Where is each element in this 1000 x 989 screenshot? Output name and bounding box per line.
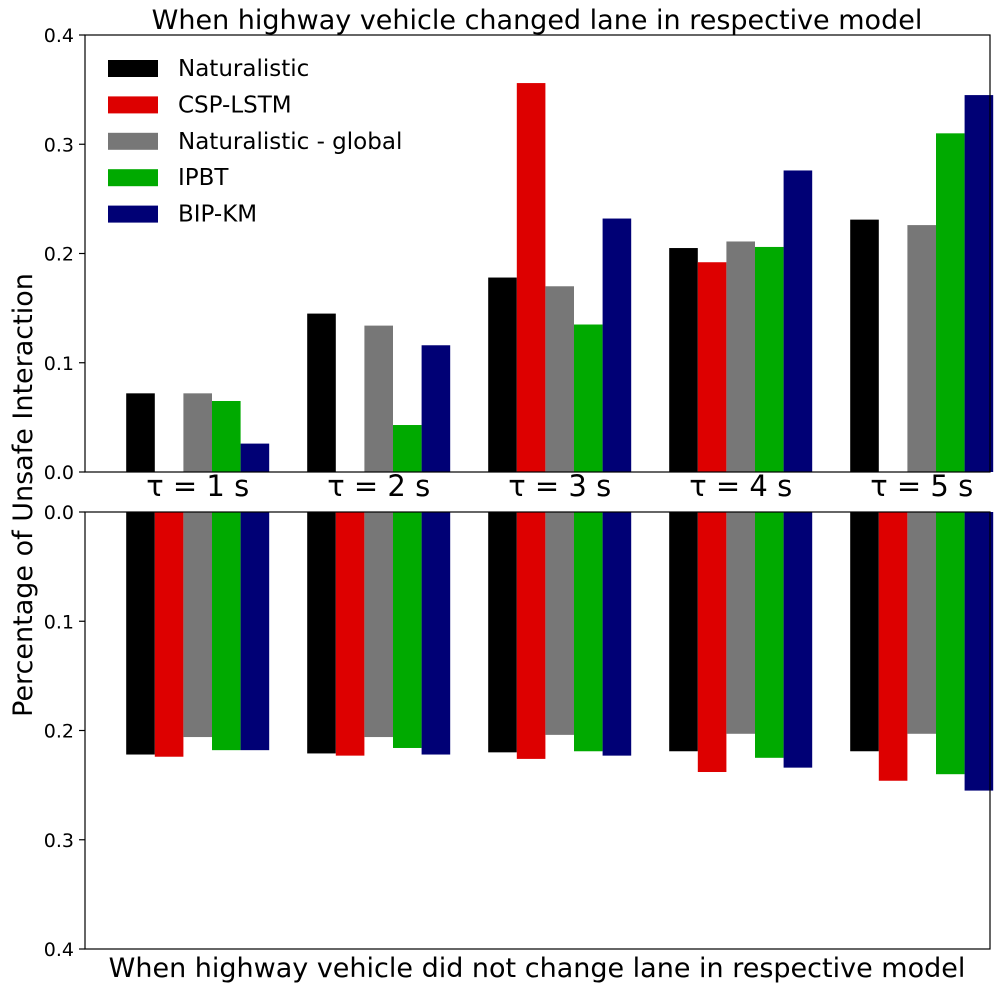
- bar-bottom-s4-c2: [602, 512, 632, 756]
- bar-bottom-s3-c2: [574, 512, 603, 752]
- legend-label-2: Naturalistic - global: [178, 129, 402, 155]
- y-tick-label-bottom-0: 0.0: [44, 502, 74, 524]
- bar-top-s4-c3: [783, 170, 813, 472]
- bar-bottom-s4-c1: [421, 512, 451, 755]
- y-tick-label-top-0: 0.0: [44, 462, 74, 484]
- y-tick-label-bottom-4: 0.4: [44, 939, 74, 961]
- bar-bottom-s2-c0: [183, 512, 212, 738]
- bar-top-s3-c4: [936, 133, 965, 472]
- bar-bottom-s0-c3: [669, 512, 698, 752]
- bar-bottom-s1-c4: [878, 512, 908, 781]
- bar-top-s0-c1: [307, 313, 336, 472]
- bar-bottom-s1-c2: [516, 512, 546, 759]
- bar-top-s3-c1: [393, 425, 422, 472]
- bar-top-s2-c2: [545, 286, 574, 472]
- plot-layer: 0.0 0.1 0.2 0.3 0.4 0.0 0.1 0.2 0.3 0.4 τ = 1 s τ =…: [44, 25, 994, 961]
- bar-bottom-s1-c0: [154, 512, 184, 757]
- y-tick-label-bottom-1: 0.1: [44, 611, 74, 633]
- legend-swatch-1: [108, 96, 158, 114]
- bar-bottom-s4-c3: [783, 512, 813, 768]
- legend-label-3: IPBT: [178, 165, 229, 191]
- bar-bottom-s2-c2: [545, 512, 574, 735]
- bar-bottom-s2-c4: [907, 512, 936, 734]
- bar-top-s4-c0: [240, 443, 270, 472]
- bar-top-s4-c4: [964, 95, 994, 472]
- legend-label-4: BIP-KM: [178, 202, 257, 228]
- category-label-3: τ = 4 s: [689, 469, 792, 503]
- legend-swatch-0: [108, 60, 158, 77]
- bar-top-s2-c0: [183, 393, 212, 472]
- bar-bottom-s0-c2: [488, 512, 517, 753]
- bar-top-s3-c3: [755, 246, 784, 472]
- bar-bottom-s2-c1: [364, 512, 393, 738]
- category-label-0: τ = 1 s: [146, 469, 249, 503]
- category-label-2: τ = 3 s: [508, 469, 611, 503]
- bar-bottom-s2-c3: [726, 512, 755, 734]
- y-tick-label-bottom-3: 0.3: [44, 830, 74, 852]
- bar-bottom-s1-c3: [697, 512, 727, 773]
- bar-bottom-s4-c0: [240, 512, 270, 751]
- bar-top-s0-c3: [669, 248, 698, 472]
- category-label-1: τ = 2 s: [327, 469, 430, 503]
- y-tick-label-top-2: 0.2: [44, 244, 74, 266]
- bar-bottom-s0-c1: [307, 512, 336, 754]
- bar-top-s0-c4: [850, 219, 879, 472]
- bar-top-s1-c3: [697, 262, 727, 472]
- bar-top-s2-c3: [726, 241, 755, 472]
- bar-top-s0-c0: [126, 393, 155, 472]
- y-tick-label-bottom-2: 0.2: [44, 721, 74, 743]
- y-tick-label-top-1: 0.1: [44, 353, 74, 375]
- bar-top-s1-c2: [516, 83, 546, 472]
- y-tick-label-top-4: 0.4: [44, 25, 74, 47]
- legend-label-1: CSP-LSTM: [178, 92, 292, 118]
- top-panel-title: When highway vehicle changed lane in res…: [152, 5, 923, 36]
- bar-bottom-s3-c4: [936, 512, 965, 775]
- bar-bottom-s3-c3: [755, 512, 784, 758]
- bar-top-s3-c2: [574, 324, 603, 472]
- bar-top-s2-c1: [364, 325, 393, 472]
- y-axis-label: Percentage of Unsafe Interaction: [8, 273, 39, 717]
- bar-top-s3-c0: [212, 400, 241, 472]
- bottom-panel-title: When highway vehicle did not change lane…: [109, 953, 966, 984]
- legend-swatch-2: [108, 132, 158, 150]
- category-label-4: τ = 5 s: [870, 469, 973, 503]
- bar-bottom-s1-c1: [335, 512, 365, 756]
- legend-label-0: Naturalistic: [178, 56, 309, 82]
- bar-top-s0-c2: [488, 277, 517, 472]
- bar-bottom-s0-c4: [850, 512, 879, 752]
- bar-top-s2-c4: [907, 225, 936, 472]
- bar-top-s4-c2: [602, 218, 632, 472]
- legend-swatch-4: [108, 205, 158, 223]
- bar-bottom-s0-c0: [126, 512, 155, 755]
- bar-bottom-s3-c0: [212, 512, 241, 751]
- bar-bottom-s3-c1: [393, 512, 422, 748]
- legend-swatch-3: [108, 169, 158, 187]
- bar-bottom-s4-c4: [964, 512, 994, 791]
- bar-top-s4-c1: [421, 345, 451, 472]
- y-tick-label-top-3: 0.3: [44, 134, 74, 156]
